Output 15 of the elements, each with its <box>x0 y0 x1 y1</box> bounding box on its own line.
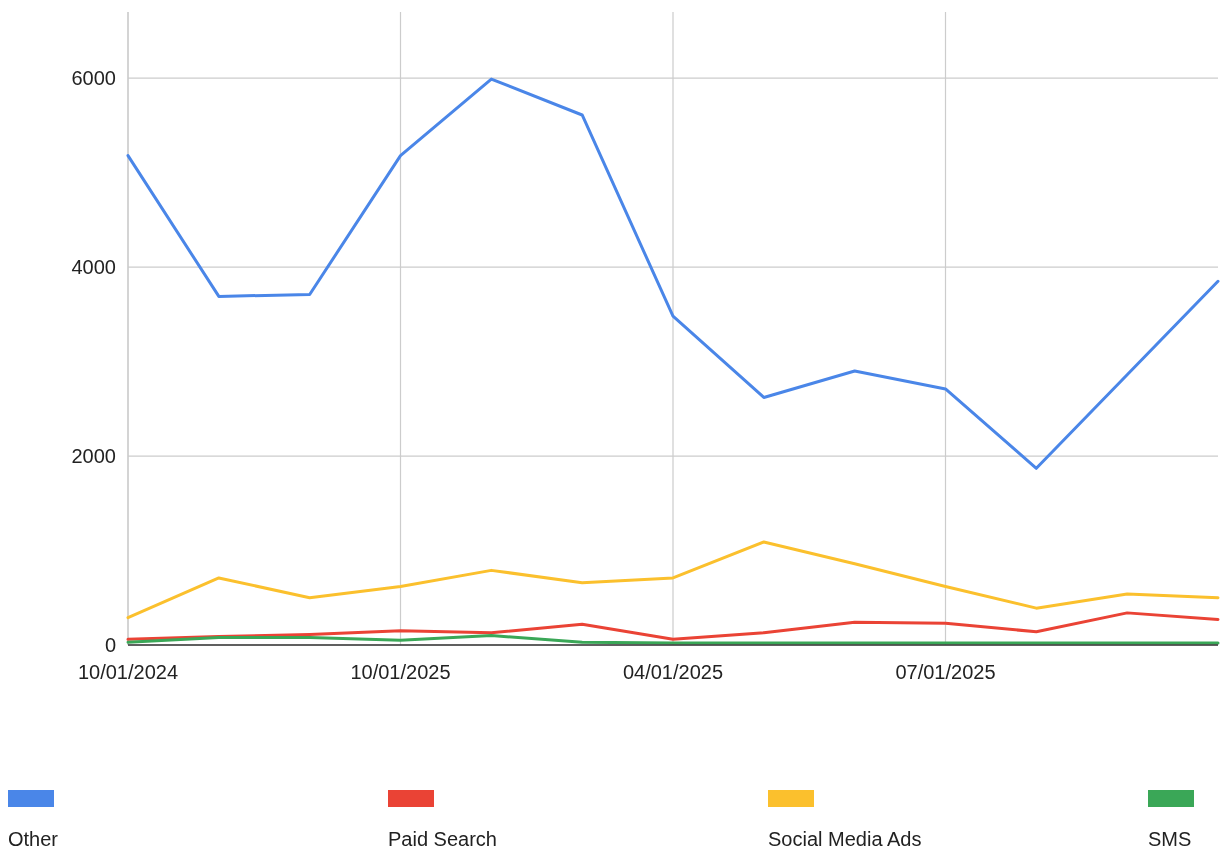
line-series <box>126 611 1220 641</box>
y-tick-label: 0 <box>104 634 116 656</box>
x-tick-label: 10/01/2025 <box>350 661 451 683</box>
x-tick-label: 04/01/2025 <box>622 661 724 683</box>
legend-label: Paid Search <box>388 828 497 850</box>
y-tick-label: 2000 <box>71 445 116 468</box>
legend-label: SMS <box>1148 828 1192 850</box>
x-tick-label: 10/01/2024 <box>77 661 179 683</box>
legend-label: Other <box>8 828 59 850</box>
line-series <box>126 77 1220 470</box>
line-series <box>126 540 1220 620</box>
y-tick-label: 6000 <box>71 67 116 90</box>
y-tick-label: 4000 <box>71 256 116 279</box>
x-tick-label: 07/01/2025 <box>895 661 996 683</box>
legend-label: Social Media Ads <box>768 828 922 850</box>
